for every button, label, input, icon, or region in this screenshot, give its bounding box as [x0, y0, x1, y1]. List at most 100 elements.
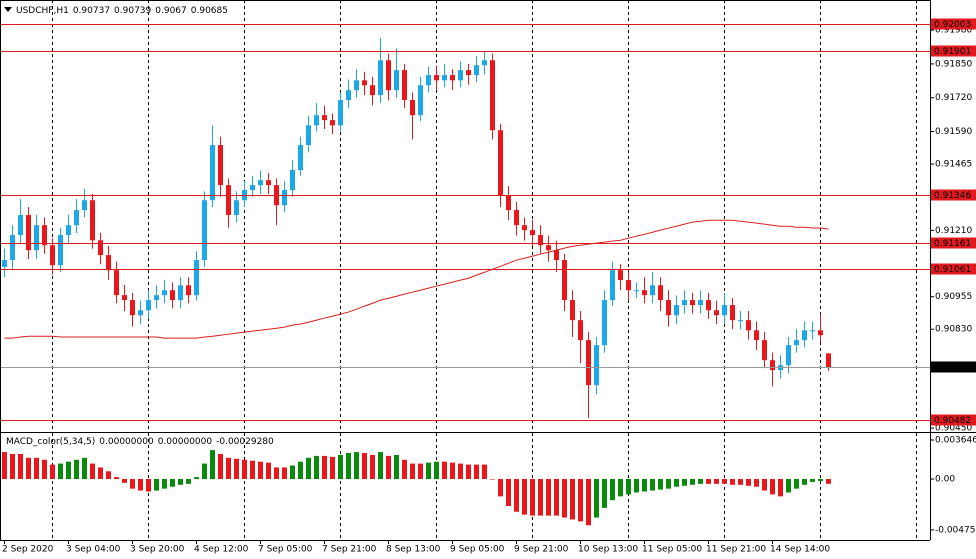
macd-bar [434, 461, 439, 480]
candle-body [266, 180, 271, 186]
macd-bar [626, 479, 631, 495]
macd-bar [722, 479, 727, 484]
price-level-label: 0.92003 [934, 20, 971, 30]
candle-body [426, 75, 431, 86]
candle-body [106, 255, 111, 271]
current-price-tag [931, 361, 976, 373]
candle-body [330, 120, 335, 126]
candle-body [738, 320, 743, 322]
macd-bar [658, 479, 663, 490]
macd-bar [242, 459, 247, 480]
candle-body [618, 270, 623, 281]
candle-body [82, 200, 87, 211]
macd-bar [506, 479, 511, 506]
x-tick-label: 7 Sep 21:00 [322, 545, 377, 555]
macd-bar [746, 479, 751, 486]
macd-bar [762, 479, 767, 491]
macd-bar [2, 452, 7, 480]
macd-bar [146, 479, 151, 492]
candle-body [634, 290, 639, 292]
macd-bar [418, 463, 423, 480]
candle-body [314, 115, 319, 126]
macd-bar [82, 457, 87, 480]
price-level-tag [931, 18, 976, 30]
price-level-label: 0.91161 [934, 239, 971, 249]
candle-body [58, 235, 63, 266]
macd-bar [306, 457, 311, 480]
y-tick-label: 0.91850 [935, 59, 972, 69]
candle-body [138, 310, 143, 316]
symbol-menu-icon[interactable] [4, 7, 12, 12]
macd-y-tick-label: 0.0036463 [935, 435, 976, 445]
candle-body [66, 225, 71, 236]
candle-body [682, 300, 687, 306]
macd-bar [706, 479, 711, 484]
candle-body [770, 360, 775, 371]
macd-bar [34, 457, 39, 480]
candle-body [410, 100, 415, 116]
macd-bar [570, 479, 575, 520]
macd-bar [354, 452, 359, 480]
price-level-label: 0.91061 [934, 265, 971, 275]
candle-body [18, 215, 23, 236]
candle-body [506, 195, 511, 211]
candle-body [122, 295, 127, 301]
macd-bar [314, 455, 319, 480]
macd-bar [650, 479, 655, 491]
x-tick-label: 3 Sep 04:00 [66, 545, 121, 555]
candle-body [34, 225, 39, 251]
macd-bar [474, 464, 479, 480]
candle-body [362, 80, 367, 86]
macd-bar [586, 479, 591, 526]
x-tick-label: 7 Sep 05:00 [258, 545, 313, 555]
macd-bar [538, 479, 543, 516]
x-tick-label: 8 Sep 13:00 [386, 545, 441, 555]
macd-bar [18, 453, 23, 480]
price-level-label: 0.91346 [934, 191, 971, 201]
macd-bar [162, 479, 167, 489]
candle-body [378, 60, 383, 96]
candle-body [442, 75, 447, 81]
candle-body [474, 65, 479, 76]
macd-bar [274, 467, 279, 480]
macd-bar [714, 479, 719, 484]
macd-bar [194, 477, 199, 480]
price-level-label: 0.90482 [934, 416, 971, 426]
candle-body [818, 330, 823, 336]
candle-body [802, 330, 807, 341]
macd-bar [370, 454, 375, 480]
candle-body [386, 60, 391, 91]
candle-body [554, 250, 559, 261]
macd-bar [738, 479, 743, 485]
candle-body [450, 75, 455, 81]
symbol: USDCHF,H1 [16, 6, 69, 16]
x-tick-label: 14 Sep 14:00 [770, 545, 830, 555]
y-tick-label: 0.90955 [935, 292, 972, 302]
candle-body [418, 85, 423, 116]
price-level-tag [931, 414, 976, 426]
candle-body [130, 300, 135, 316]
x-tick-label: 3 Sep 20:00 [130, 545, 185, 555]
macd-bar [786, 479, 791, 493]
price-level-tag [931, 263, 976, 275]
macd-bar [546, 479, 551, 516]
open-readout: 0.90737 [73, 6, 110, 16]
candle-body [626, 280, 631, 291]
macd-bar [258, 461, 263, 480]
candle-body [74, 210, 79, 226]
candle-body [730, 305, 735, 321]
macd-bar [226, 457, 231, 480]
macd-bar [346, 453, 351, 480]
macd-bar [386, 455, 391, 480]
macd-bar [234, 458, 239, 480]
candle-body [186, 285, 191, 296]
candle-body [226, 185, 231, 216]
macd-bar [490, 479, 495, 480]
candle-body [2, 260, 7, 267]
candle-body [170, 290, 175, 301]
macd-bar [618, 479, 623, 497]
close-readout: 0.90685 [191, 6, 228, 16]
candle-body [258, 180, 263, 186]
